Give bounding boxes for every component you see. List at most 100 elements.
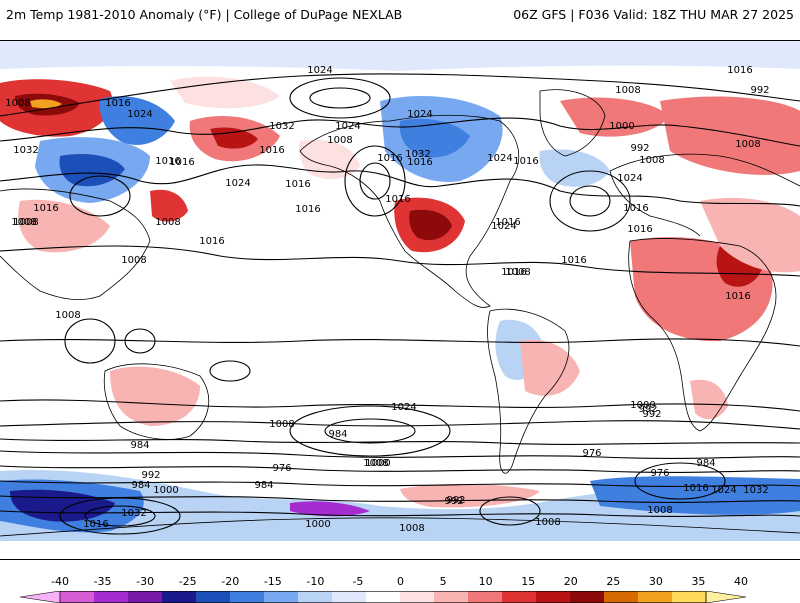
colorbar-segment xyxy=(502,591,537,603)
colorbar-segment xyxy=(60,591,95,603)
contour-label: 1008 xyxy=(155,217,180,228)
south-africa-warm xyxy=(690,379,728,420)
colorbar-tick-label: 40 xyxy=(734,575,748,588)
contour-label: 976 xyxy=(272,463,291,474)
contour-label: 1024 xyxy=(491,221,516,232)
contour-label: 1016 xyxy=(501,267,526,278)
map-title: 2m Temp 1981-2010 Anomaly (°F) | College… xyxy=(6,7,403,22)
colorbar-tick-label: 30 xyxy=(648,575,663,588)
colorbar-tick-label: -20 xyxy=(221,575,240,588)
contour-label: 1008 xyxy=(55,310,80,321)
canada-cold-core xyxy=(399,118,470,158)
contour-label: 1008 xyxy=(363,458,388,469)
colorbar-segment xyxy=(366,591,401,603)
model-run-info: 06Z GFS | F036 Valid: 18Z THU MAR 27 202… xyxy=(513,7,794,22)
contour-label: 1008 xyxy=(399,523,424,534)
contour-label: 1016 xyxy=(295,204,320,215)
contour-label: 1008 xyxy=(11,217,36,228)
contour-label: 1016 xyxy=(385,194,410,205)
contour-label: 1000 xyxy=(630,400,655,411)
contour-label: 1016 xyxy=(623,203,648,214)
contour-label: 1024 xyxy=(335,121,360,132)
colorbar-tick-labels: -40 -35 -30 -25 -20 -15 -10 -5 0 5 10 15 20 25 30 35 40 xyxy=(0,575,800,589)
contour-label: 1016 xyxy=(199,236,224,247)
south-america-warm xyxy=(520,339,580,396)
contour-label: 1024 xyxy=(307,65,332,76)
colorbar-tick-label: -5 xyxy=(352,575,364,588)
colorbar-tick-label: -35 xyxy=(93,575,112,588)
contour-label: 992 xyxy=(444,496,463,507)
contour-label: 1024 xyxy=(711,485,736,496)
colorbar-segment xyxy=(638,591,673,603)
contour-label: 1032 xyxy=(743,485,768,496)
contour-label: 1008 xyxy=(5,98,30,109)
antarctic-cold-band xyxy=(0,470,800,559)
contour-label: 1024 xyxy=(617,173,642,184)
contour-label: 992 xyxy=(630,143,649,154)
contour-label: 1008 xyxy=(615,85,640,96)
contour-label: 976 xyxy=(582,448,601,459)
colorbar-tick-label: 15 xyxy=(521,575,536,588)
colorbar-segment xyxy=(604,591,639,603)
contour-label: 1016 xyxy=(33,203,58,214)
east-asia-cold xyxy=(99,96,175,145)
europe-cold xyxy=(539,149,610,187)
colorbar-high-arrow xyxy=(705,591,747,603)
asia-coast xyxy=(0,188,151,301)
japan-warm xyxy=(150,189,188,222)
alaska-warm-core xyxy=(210,127,258,149)
contour-label: 984 xyxy=(328,429,347,440)
contour-label: 1032 xyxy=(269,121,294,132)
contour-label: 1008 xyxy=(269,419,294,430)
colorbar-tick-label: -15 xyxy=(263,575,282,588)
colorbar-tick-label: 0 xyxy=(397,575,404,588)
contour-label: 1016 xyxy=(513,156,538,167)
contour-label: 984 xyxy=(131,480,150,491)
contour-label: 1016 xyxy=(259,145,284,156)
siberia-yellow-core xyxy=(30,99,62,109)
contour-label: 1000 xyxy=(609,121,634,132)
australia-warm xyxy=(110,366,200,426)
map-panel[interactable]: 1024 1016 992 1008 1016 1024 1032 1016 1024 1032 1… xyxy=(0,40,800,560)
colorbar-tick-label: 35 xyxy=(691,575,706,588)
colorbar-segment xyxy=(128,591,163,603)
colorbar-tick-label: -40 xyxy=(51,575,69,588)
colorbar-tick-label: 20 xyxy=(563,575,578,588)
china-warm xyxy=(18,199,110,253)
arctic-russia-warm xyxy=(660,96,800,175)
contour-label: 984 xyxy=(696,458,715,469)
contour-label: 992 xyxy=(750,85,769,96)
contour-label: 1008 xyxy=(647,505,672,516)
colorbar-tick-label: -25 xyxy=(178,575,197,588)
antarctic-purple-patch xyxy=(290,501,370,517)
europe-coast xyxy=(609,153,800,237)
north-pacific-warm xyxy=(170,76,280,109)
pressure-contours xyxy=(0,73,800,535)
colorbar-segment xyxy=(230,591,265,603)
contour-label: 992 xyxy=(642,409,661,420)
temperature-anomaly-shading xyxy=(0,41,800,559)
contour-label: 1008 xyxy=(735,139,760,150)
contour-label: 1032 xyxy=(13,145,38,156)
contour-label: 1024 xyxy=(391,402,416,413)
contour-label: 1016 xyxy=(407,157,432,168)
contour-label: 1024 xyxy=(225,178,250,189)
colorbar-segment xyxy=(468,591,503,603)
south-america-coast xyxy=(487,308,570,474)
arctic-light-band xyxy=(0,41,800,71)
colorbar-segment xyxy=(400,591,435,603)
greenland-warm xyxy=(560,97,670,137)
contour-label: 992 xyxy=(141,470,160,481)
colorbar-tick-label: 10 xyxy=(478,575,493,588)
australia-coast xyxy=(103,363,209,440)
contour-label: 1008 xyxy=(639,155,664,166)
contour-label: 1016 xyxy=(725,291,750,302)
contour-label: 1016 xyxy=(155,156,180,167)
colorbar-segment xyxy=(332,591,367,603)
contour-label: 992 xyxy=(638,404,657,415)
contour-label: 1016 xyxy=(495,217,520,228)
colorbar-segment xyxy=(196,591,231,603)
contour-label: 976 xyxy=(650,468,669,479)
contour-label: 1008 xyxy=(505,267,530,278)
